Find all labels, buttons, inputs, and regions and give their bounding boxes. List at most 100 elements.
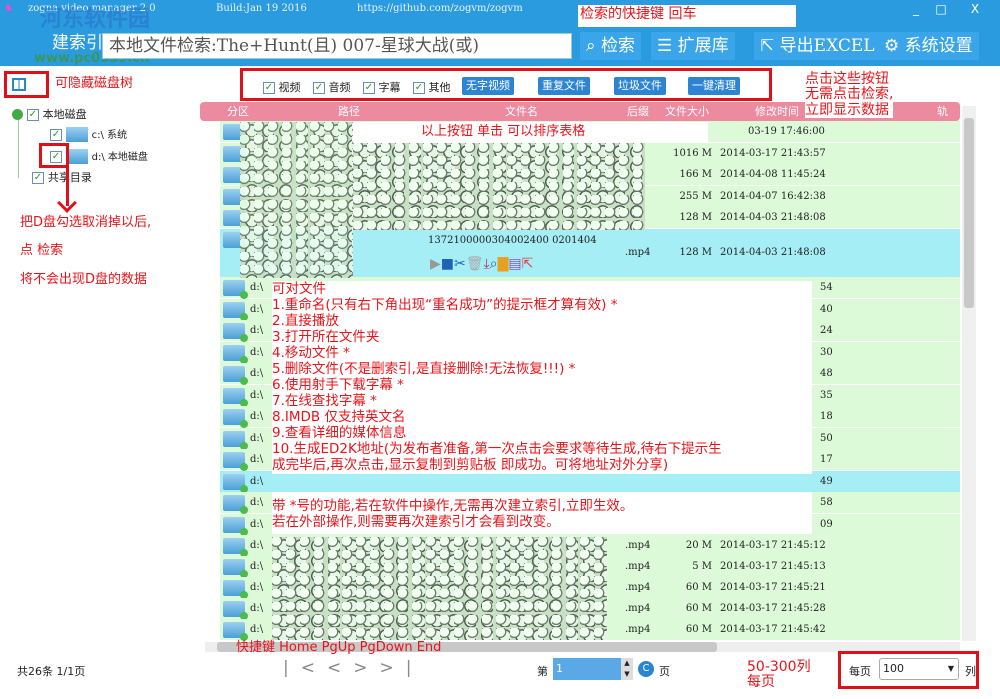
column-modified[interactable]: 修改时间: [755, 105, 799, 118]
table-cell: d:\: [250, 389, 264, 401]
table-cell: 2014-03-17 21:43:57: [720, 147, 826, 159]
next-page-button[interactable]: >: [353, 658, 380, 678]
table-cell: 2014-03-17 21:45:12: [720, 540, 826, 551]
cut-icon[interactable]: ✂: [454, 256, 466, 272]
checkbox-icon[interactable]: ✓: [263, 82, 275, 94]
filter-other[interactable]: ✓ 其他: [413, 81, 451, 94]
no-subtitle-video-button[interactable]: 无字视频: [462, 77, 514, 95]
chevron-down-icon[interactable]: ▼: [947, 664, 954, 673]
build-index-button[interactable]: 建索引: [52, 33, 103, 53]
folder-icon: [223, 280, 248, 299]
page-number-input[interactable]: 1: [553, 658, 621, 680]
per-page-select[interactable]: 100 ▼: [879, 658, 959, 680]
junk-files-button[interactable]: 垃圾文件: [614, 77, 666, 95]
table-cell: d:\: [250, 540, 264, 551]
checkbox-icon[interactable]: ✓: [32, 171, 44, 184]
gear-icon: ⚙: [884, 36, 905, 56]
folder-icon: [223, 516, 248, 536]
minimize-button[interactable]: _: [913, 2, 919, 16]
tree-item-c[interactable]: ✓ c:\ 系统: [50, 127, 128, 142]
info-icon[interactable]: ▤: [508, 256, 522, 272]
magnifier-icon[interactable]: ⌕: [489, 256, 498, 272]
annotation-box-d-drive: [39, 143, 69, 168]
last-page-button[interactable]: >|: [379, 658, 424, 678]
column-track[interactable]: 轨: [937, 105, 948, 118]
annotation-features: 可对文件 1.重命名(只有右下角出现“重名成功”的提示框才算有效) * 2.直接播放…: [272, 281, 812, 474]
table-cell: d:\: [250, 561, 264, 572]
table-cell: 128 M: [679, 212, 712, 223]
go-page-icon[interactable]: C: [638, 661, 654, 677]
tree-item-d[interactable]: ✓ d:\ 本地磁盘: [50, 149, 148, 164]
annotation-box-filters: [240, 68, 772, 101]
table-cell: 255 M: [679, 190, 712, 202]
export-excel-button[interactable]: ⇱ 导出EXCEL: [754, 32, 881, 60]
table-cell: 60 M: [685, 603, 712, 614]
collapse-icon[interactable]: [12, 109, 23, 120]
folder-icon: [223, 409, 248, 428]
tree-root[interactable]: ✓ 本地磁盘: [12, 106, 87, 122]
list-icon: ☰: [657, 36, 678, 56]
column-partition[interactable]: 分区: [227, 105, 249, 118]
table-row[interactable]: d:\ 49: [220, 470, 960, 493]
folder-open-icon[interactable]: ■: [440, 256, 455, 272]
close-button[interactable]: X: [970, 2, 980, 16]
prev-page-button[interactable]: <: [326, 658, 354, 678]
horizontal-scrollbar[interactable]: [205, 642, 960, 652]
tree-item-shared[interactable]: ✓ 共享目录: [32, 171, 92, 184]
checkbox-icon[interactable]: ✓: [363, 82, 375, 94]
checkbox-icon[interactable]: ✓: [26, 108, 39, 121]
annotation-hide-tree: 可隐藏磁盘树: [55, 76, 134, 92]
table-cell: 50: [820, 432, 833, 444]
search-button[interactable]: ⌕ 检索: [580, 32, 641, 60]
project-url[interactable]: https://github.com/zogvm/zogvm: [357, 3, 523, 14]
app-icon: ♞: [4, 3, 13, 14]
scroll-thumb[interactable]: [964, 118, 974, 308]
folder-icon: [223, 452, 248, 471]
table-cell: 49: [820, 475, 833, 487]
table-cell: 2014-04-07 16:42:38: [720, 190, 826, 202]
watermark-logo: 河东软件园: [40, 7, 151, 32]
checkbox-icon[interactable]: ✓: [50, 150, 62, 163]
column-ext[interactable]: 后缀: [627, 105, 649, 118]
column-path[interactable]: 路径: [338, 105, 360, 118]
imdb-icon[interactable]: ▇: [497, 256, 509, 272]
table-cell: 20 M: [685, 540, 712, 551]
checkbox-icon[interactable]: ✓: [313, 82, 325, 94]
trash-icon[interactable]: 🗑: [465, 256, 484, 272]
settings-button[interactable]: ⚙ 系统设置: [878, 32, 979, 60]
download-icon[interactable]: ⤓: [483, 256, 490, 272]
filter-video[interactable]: ✓ 视频: [263, 81, 301, 94]
folder-icon: [223, 601, 248, 620]
table-cell: d:\: [250, 497, 264, 508]
table-header: 分区 路径 文件名 后缀 文件大小 修改时间 轨: [200, 102, 960, 121]
table-cell: .mp4: [625, 561, 651, 572]
table-cell: .mp4: [625, 582, 651, 593]
play-icon[interactable]: ▶: [430, 256, 441, 272]
share-icon[interactable]: ⇱: [521, 256, 534, 272]
table-cell: d:\: [250, 475, 264, 487]
table-cell: 2014-03-17 21:45:13: [720, 561, 826, 572]
toggle-tree-icon[interactable]: [12, 78, 26, 91]
folder-icon: [223, 495, 248, 514]
first-page-button[interactable]: |<: [283, 658, 327, 678]
annotation-box-per-page: [838, 651, 979, 689]
thumbnail-strip-bottom: [272, 537, 607, 640]
folder-icon: [223, 622, 248, 641]
checkbox-icon[interactable]: ✓: [50, 128, 62, 141]
table-cell: 58: [820, 497, 833, 508]
scroll-thumb[interactable]: [217, 642, 717, 652]
extend-library-button[interactable]: ☰ 扩展库: [651, 32, 735, 60]
duplicate-files-button[interactable]: 重复文件: [538, 77, 590, 95]
table-cell: d:\: [250, 603, 264, 614]
maximize-button[interactable]: □: [935, 2, 947, 16]
table-cell: 60 M: [685, 624, 712, 635]
vertical-scrollbar[interactable]: [962, 106, 976, 641]
one-click-clean-button[interactable]: 一键清理: [688, 77, 740, 95]
page-stepper[interactable]: ▲ ▼: [621, 658, 633, 680]
column-filename[interactable]: 文件名: [505, 105, 538, 118]
checkbox-icon[interactable]: ✓: [413, 82, 425, 94]
filter-audio[interactable]: ✓ 音频: [313, 81, 351, 94]
search-input[interactable]: 本地文件检索:The+Hunt(且) 007-星球大战(或): [102, 33, 572, 59]
column-size[interactable]: 文件大小: [665, 105, 709, 118]
filter-subtitle[interactable]: ✓ 字幕: [363, 81, 401, 94]
